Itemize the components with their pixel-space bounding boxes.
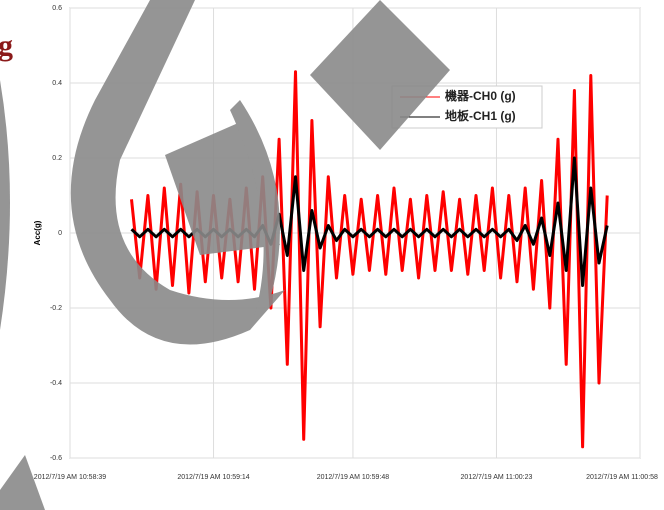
y-tick-label: 0.4	[52, 80, 62, 87]
y-tick-label: 0.6	[52, 5, 62, 12]
x-tick-label: 2012/7/19 AM 10:58:39	[34, 474, 106, 481]
y-tick-label: 0	[58, 230, 62, 237]
overlay-shapes	[0, 0, 450, 510]
x-tick-label: 2012/7/19 AM 11:00:23	[461, 474, 533, 481]
y-tick-label: -0.4	[50, 380, 62, 387]
y-tick-label: 0.2	[52, 155, 62, 162]
legend-label: 機器-CH0 (g)	[445, 88, 516, 103]
y-tick-label: -0.6	[50, 455, 62, 462]
x-tick-label: 2012/7/19 AM 11:00:58	[586, 474, 658, 481]
y-axis-label: Acc(g)	[33, 220, 42, 245]
x-tick-label: 2012/7/19 AM 10:59:48	[317, 474, 389, 481]
x-tick-label: 2012/7/19 AM 10:59:14	[177, 474, 249, 481]
y-tick-label: -0.2	[50, 305, 62, 312]
watermark-text: g	[0, 29, 13, 62]
legend-label: 地板-CH1 (g)	[445, 108, 516, 123]
